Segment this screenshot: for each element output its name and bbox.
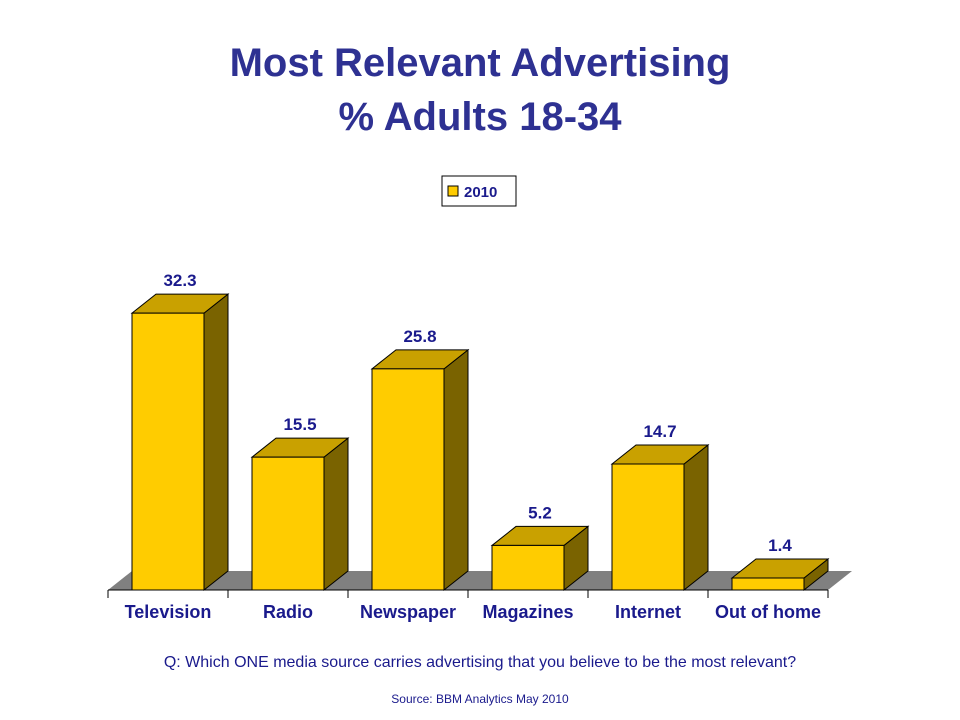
legend-swatch	[447, 185, 459, 197]
bar-side	[323, 437, 349, 592]
bar	[251, 456, 325, 591]
source-note: Source: BBM Analytics May 2010	[391, 692, 569, 706]
x-tick-label: Out of home	[715, 602, 821, 622]
x-tick-label: Television	[125, 602, 212, 622]
data-label: 5.2	[528, 503, 552, 522]
bar-side	[683, 443, 709, 592]
x-tick-label: Magazines	[482, 602, 573, 622]
x-tick-label: Internet	[615, 602, 681, 622]
bar-side	[203, 293, 229, 592]
legend-label: 2010	[464, 184, 497, 201]
bar	[131, 312, 205, 591]
x-tick-label: Newspaper	[360, 602, 456, 622]
data-label: 32.3	[163, 271, 196, 290]
chart-title: Most Relevant Advertising	[229, 41, 731, 85]
bar-side	[443, 348, 469, 592]
data-label: 1.4	[768, 536, 792, 555]
survey-question: Q: Which ONE media source carries advert…	[163, 654, 797, 671]
bar	[491, 544, 565, 591]
bar	[731, 577, 805, 591]
data-label: 14.7	[643, 422, 676, 441]
chart-subtitle: % Adults 18-34	[338, 95, 622, 139]
bar	[371, 368, 445, 591]
chart-title-block: Most Relevant Advertising % Adults 18-34	[0, 36, 960, 144]
data-label: 15.5	[283, 415, 316, 434]
x-tick-label: Radio	[263, 602, 313, 622]
bar	[611, 463, 685, 591]
data-label: 25.8	[403, 327, 436, 346]
